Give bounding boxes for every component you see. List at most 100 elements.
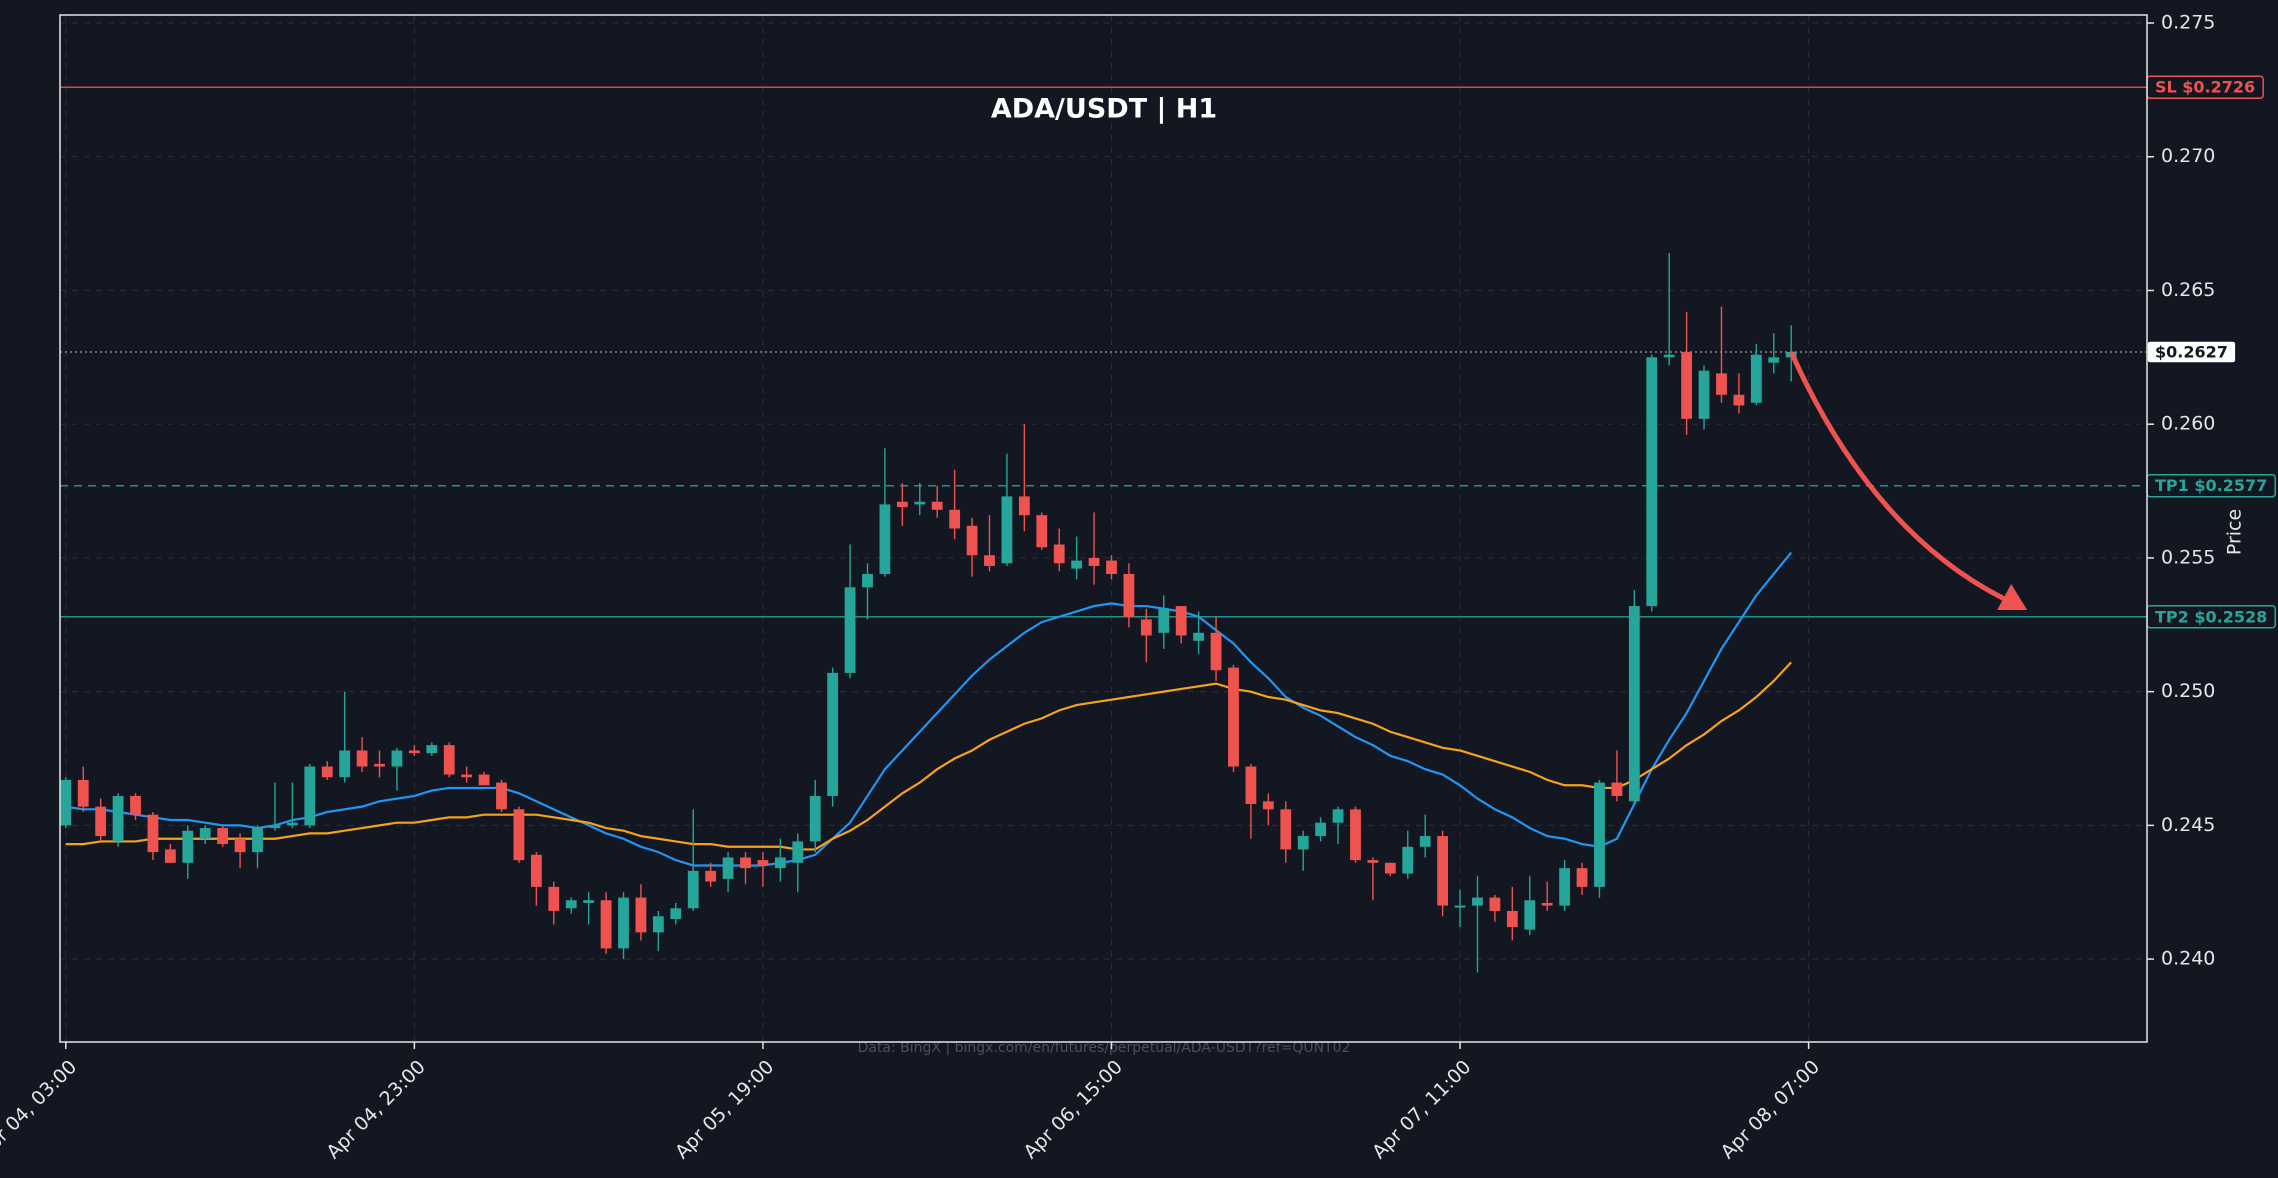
candle-body	[1210, 632, 1222, 671]
candle-body	[635, 897, 647, 933]
candle-body	[1071, 560, 1083, 569]
candle-body	[984, 555, 995, 566]
plot-area	[60, 15, 2147, 1042]
y-tick-label: 0.255	[2161, 546, 2215, 568]
candle-body	[1489, 897, 1501, 911]
candle-body	[252, 828, 263, 853]
candle-body	[1559, 868, 1571, 906]
candle-body	[1315, 822, 1327, 837]
candle-body	[1106, 560, 1117, 574]
level-label: SL $0.2726	[2155, 78, 2255, 97]
x-tick-label: Apr 04, 23:00	[322, 1056, 429, 1163]
candle-body	[408, 750, 420, 754]
candle-body	[914, 501, 926, 505]
candle-body	[530, 854, 542, 887]
candle-body	[130, 795, 141, 815]
plot-frame	[59, 14, 2148, 1043]
candle-body	[740, 857, 751, 869]
candle-body	[1733, 394, 1745, 406]
candle-body	[1506, 910, 1518, 927]
candle-body	[896, 501, 908, 508]
candle-body	[1576, 868, 1588, 887]
candle-body	[461, 774, 473, 778]
y-tick-label: 0.275	[2161, 12, 2215, 34]
level-tag: TP2 $0.2528	[2146, 605, 2276, 629]
x-tick-label: Apr 04, 03:00	[0, 1056, 81, 1163]
candle-body	[652, 916, 664, 933]
level-tag: SL $0.2726	[2146, 75, 2264, 99]
candle-body	[1646, 357, 1658, 607]
candle-body	[1384, 862, 1396, 874]
ma-line	[65, 661, 1792, 851]
candle-body	[722, 857, 734, 879]
level-tag: TP1 $0.2577	[2146, 473, 2276, 498]
candle-body	[931, 501, 943, 510]
candle-body	[774, 857, 786, 869]
candle-body	[548, 886, 560, 911]
x-tick-label: Apr 06, 15:00	[1019, 1056, 1126, 1163]
candle-body	[77, 779, 89, 807]
candle-body	[600, 900, 612, 949]
candle-body	[1123, 573, 1135, 617]
candle-body	[1367, 860, 1379, 863]
candle-body	[1053, 544, 1065, 564]
candle-body	[443, 745, 455, 775]
candle-body	[164, 849, 176, 863]
candle-body	[356, 750, 368, 767]
candle-body	[269, 825, 281, 829]
candle-body	[618, 897, 629, 949]
candle-body	[1228, 667, 1239, 767]
candle-body	[496, 782, 507, 810]
candle-body	[339, 750, 351, 778]
candle-body	[1175, 606, 1187, 636]
candle-body	[1297, 836, 1309, 850]
candle-body	[1332, 809, 1344, 823]
candle-body	[705, 870, 717, 882]
candle-body	[565, 900, 577, 909]
y-axis-label: Price	[2224, 509, 2246, 555]
candle-body	[112, 795, 124, 842]
candle-body	[862, 573, 873, 588]
candle-body	[792, 841, 804, 863]
ma-line	[65, 551, 1793, 867]
candle-body	[1698, 370, 1710, 419]
candle-body	[426, 745, 438, 754]
source-note: Data: BingX | bingx.com/en/futures/perpe…	[858, 1040, 1351, 1056]
candle-body	[583, 900, 595, 903]
candle-body	[1541, 902, 1553, 906]
candle-body	[374, 763, 385, 767]
level-tag: $0.2627	[2146, 340, 2237, 364]
candle-body	[809, 795, 821, 842]
level-label: TP1 $0.2577	[2155, 476, 2267, 495]
candle-body	[966, 525, 978, 556]
candle-body	[147, 814, 159, 853]
candle-body	[1193, 632, 1205, 641]
candle-body	[879, 504, 891, 574]
candle-body	[670, 908, 682, 919]
candle-body	[757, 860, 769, 866]
candle-body	[1750, 354, 1762, 403]
candle-body	[217, 828, 229, 845]
projection-arrowhead	[1997, 583, 2028, 610]
candle-body	[1437, 836, 1449, 906]
candle-body	[1611, 782, 1623, 796]
candle-body	[1402, 846, 1414, 874]
candle-body	[1001, 496, 1013, 564]
level-label: $0.2627	[2155, 342, 2228, 361]
candle-body	[1472, 897, 1483, 906]
candle-body	[1140, 619, 1152, 636]
candle-body	[234, 838, 246, 853]
candle-body	[827, 672, 839, 796]
chart-title: ADA/USDT | H1	[991, 94, 1217, 125]
x-tick-label: Apr 05, 19:00	[671, 1056, 778, 1163]
candle-body	[182, 830, 194, 863]
candle-body	[1088, 557, 1100, 566]
x-tick-label: Apr 07, 11:00	[1368, 1056, 1475, 1163]
candle-body	[1419, 836, 1431, 847]
candle-body	[949, 509, 961, 529]
candle-body	[1262, 801, 1274, 810]
y-tick-label: 0.245	[2161, 814, 2215, 836]
y-tick-label: 0.265	[2161, 279, 2215, 301]
